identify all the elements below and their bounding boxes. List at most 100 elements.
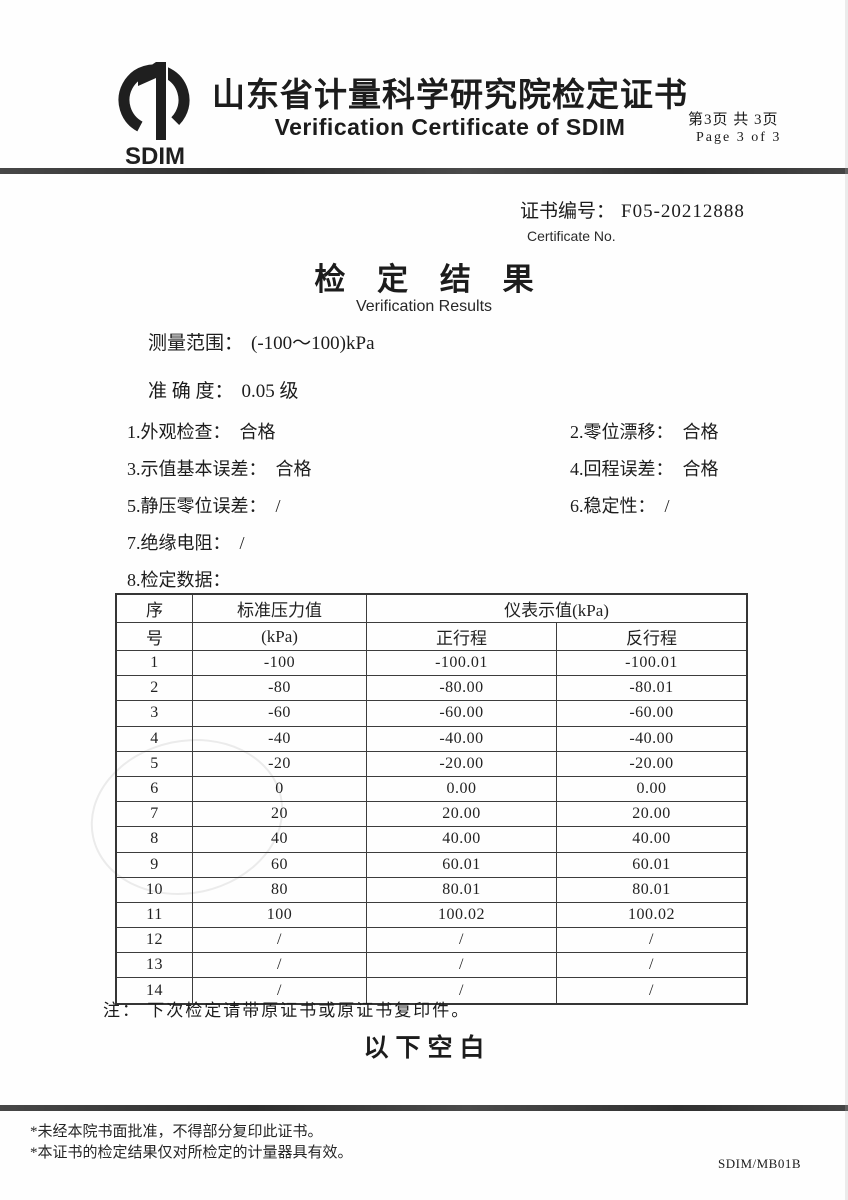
- scan-edge-artifact: [845, 0, 848, 1200]
- cell-backward: -20.00: [556, 750, 748, 777]
- institute-title-en: Verification Certificate of SDIM: [274, 114, 626, 140]
- cell-standard: 20: [192, 801, 367, 828]
- table-header-row-1: 序 标准压力值 仪表示值(kPa): [115, 593, 748, 623]
- cell-standard: -20: [192, 750, 367, 777]
- cell-backward: 60.01: [556, 851, 748, 878]
- result-item-value: 合格: [682, 422, 719, 442]
- header-standard-unit: (kPa): [192, 622, 367, 651]
- table-row: 3 -60 -60.00 -60.00: [115, 700, 748, 727]
- result-item-value: /: [664, 496, 670, 516]
- cell-standard: -40: [192, 725, 367, 752]
- result-item-value: 合格: [239, 422, 276, 442]
- cell-forward: 0.00: [366, 775, 557, 803]
- certificate-number-value: F05-20212888: [621, 201, 745, 222]
- cell-forward: 40.00: [366, 826, 557, 853]
- sdim-logo-text: SDIM: [125, 143, 185, 170]
- result-item-insulation: 7.绝缘电阻： /: [127, 529, 570, 555]
- certificate-number-label: 证书编号：: [520, 201, 616, 222]
- cell-standard: 100: [192, 901, 367, 929]
- page-number-zh: 第3页 共 3页: [688, 112, 779, 128]
- form-code: SDIM/MB01B: [718, 1156, 802, 1171]
- blank-below-text: 以下空白: [363, 1035, 492, 1062]
- cell-forward: 20.00: [366, 801, 557, 828]
- cell-seq: 9: [115, 851, 193, 878]
- result-item-row: 1.外观检查： 合格 2.零位漂移： 合格: [127, 418, 787, 455]
- result-item-hysteresis: 4.回程误差： 合格: [570, 455, 787, 481]
- cell-seq: 4: [115, 725, 193, 752]
- certificate-number-label-en: Certificate No.: [527, 228, 616, 244]
- result-item-value: 合格: [682, 459, 719, 479]
- cell-seq: 12: [115, 927, 193, 954]
- result-item-label: 6.稳定性：: [570, 496, 656, 516]
- cell-standard: 80: [192, 876, 367, 903]
- result-item-label: 1.外观检查：: [127, 422, 231, 442]
- sdim-logo-mark-icon: SDIM: [118, 60, 190, 170]
- table-row: 7 20 20.00 20.00: [115, 801, 748, 828]
- cell-seq: 11: [115, 901, 193, 929]
- cell-forward: 60.01: [366, 851, 557, 878]
- cell-forward: 100.02: [366, 901, 557, 929]
- cell-backward: /: [556, 952, 748, 979]
- result-item-static-zero: 5.静压零位误差： /: [127, 492, 570, 518]
- cell-forward: -40.00: [366, 725, 557, 752]
- result-item-label: 7.绝缘电阻：: [127, 533, 231, 553]
- table-row: 14// /: [115, 977, 748, 1005]
- cell-backward: /: [556, 927, 748, 954]
- cell-seq: 8: [115, 826, 193, 853]
- cell-standard: /: [192, 927, 367, 954]
- cell-backward: -40.00: [556, 725, 748, 752]
- result-item-row: 3.示值基本误差： 合格 4.回程误差： 合格: [127, 455, 787, 492]
- result-item-row: 8.检定数据：: [127, 566, 787, 603]
- cell-seq: 5: [115, 750, 193, 777]
- footer-note-1: *未经本院书面批准，不得部分复印此证书。: [30, 1124, 323, 1140]
- cell-seq: 7: [115, 801, 193, 828]
- result-item-value: /: [275, 496, 281, 516]
- verification-data-table: 序 标准压力值 仪表示值(kPa) 号 (kPa) 正行程 反行程 1 -100-…: [115, 593, 748, 1005]
- accuracy-label: 准 确 度：: [148, 381, 234, 402]
- cell-standard: 40: [192, 826, 367, 853]
- certificate-number: 证书编号： F05-20212888: [520, 196, 745, 223]
- result-item-verification-data: 8.检定数据：: [127, 566, 570, 592]
- table-row: 2 -80 -80.00 -80.01: [115, 675, 748, 702]
- cell-backward: 0.00: [556, 775, 748, 803]
- cell-standard: -80: [192, 675, 367, 702]
- table-header-row-2: 号 (kPa) 正行程 反行程: [115, 622, 748, 651]
- table-row: 6 0 0.00 0.00: [115, 775, 748, 803]
- cell-forward: -100.01: [366, 649, 557, 677]
- results-title: 检 定 结 果: [314, 262, 546, 297]
- cell-backward: /: [556, 977, 748, 1005]
- table-row: 11 100 100.02 100.02: [115, 901, 748, 929]
- table-row: 10 80 80.01 80.01: [115, 876, 748, 903]
- cell-forward: -60.00: [366, 700, 557, 727]
- result-item-value: /: [239, 533, 245, 553]
- table-row: 9 60 60.01 60.01: [115, 851, 748, 878]
- cell-seq: 10: [115, 876, 193, 903]
- cell-standard: 0: [192, 775, 367, 803]
- table-row: 5 -20 -20.00 -20.00: [115, 750, 748, 777]
- result-item-zero-drift: 2.零位漂移： 合格: [570, 418, 787, 444]
- result-item-value: 合格: [275, 459, 312, 479]
- header-seq-bottom: 号: [115, 622, 193, 651]
- result-items: 1.外观检查： 合格 2.零位漂移： 合格 3.示值基本误差： 合格 4.回程误差： 合…: [127, 418, 787, 603]
- result-item-label: 3.示值基本误差：: [127, 459, 267, 479]
- cell-backward: 20.00: [556, 801, 748, 828]
- header-seq-top: 序: [115, 593, 193, 623]
- result-item-row: 7.绝缘电阻： /: [127, 529, 787, 566]
- table-row: 4 -40 -40.00 -40.00: [115, 725, 748, 752]
- cell-forward: -20.00: [366, 750, 557, 777]
- table-row: 13// /: [115, 952, 748, 979]
- table-row: 1 -100 -100.01 -100.01: [115, 649, 748, 677]
- result-item-label: 8.检定数据：: [127, 570, 231, 590]
- cell-backward: -100.01: [556, 649, 748, 677]
- institute-title-zh: 山东省计量科学研究院检定证书: [212, 78, 688, 114]
- sdim-logo: SDIM: [92, 58, 222, 170]
- cell-forward: /: [366, 952, 557, 979]
- footer-rule: [0, 1105, 848, 1111]
- result-item-stability: 6.稳定性： /: [570, 492, 787, 518]
- cell-backward: -60.00: [556, 700, 748, 727]
- cell-seq: 14: [115, 977, 193, 1005]
- cell-standard: -100: [192, 649, 367, 677]
- measurement-range-label: 测量范围：: [148, 333, 244, 354]
- cell-seq: 6: [115, 775, 193, 803]
